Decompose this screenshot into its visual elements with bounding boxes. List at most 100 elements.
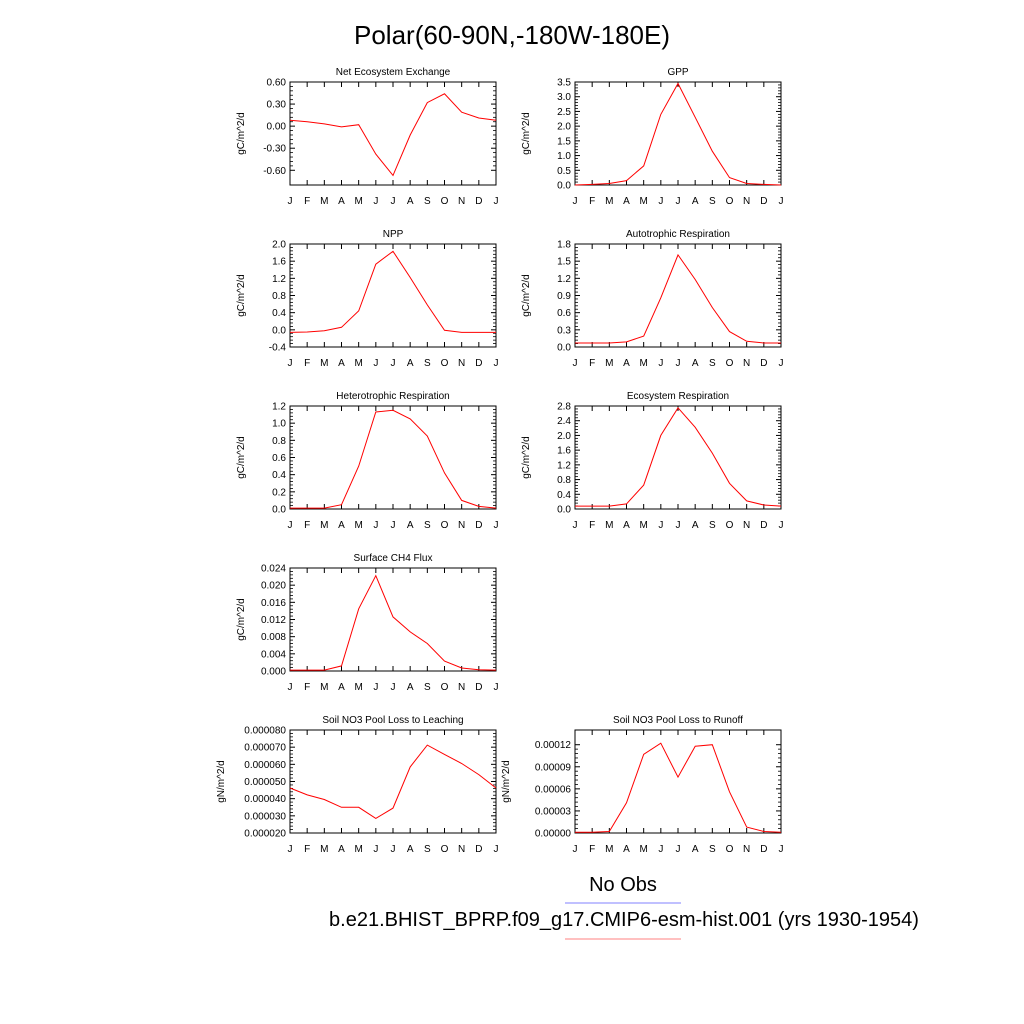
x-tick-label: M bbox=[639, 358, 647, 369]
y-tick-label: 0.4 bbox=[557, 490, 571, 501]
y-tick-label: 1.2 bbox=[557, 460, 571, 471]
y-axis-label: gN/m^2/d bbox=[216, 760, 227, 803]
y-tick-label: 2.0 bbox=[557, 431, 571, 442]
x-tick-label: J bbox=[288, 844, 293, 855]
x-tick-label: J bbox=[391, 358, 396, 369]
chart-panel: Autotrophic Respiration gC/m^2/d 1.8 1.5 1.2… bbox=[521, 229, 784, 369]
x-tick-label: A bbox=[338, 196, 345, 207]
x-tick-label: O bbox=[726, 358, 734, 369]
x-tick-label: J bbox=[676, 844, 681, 855]
y-axis-label: gC/m^2/d bbox=[236, 274, 247, 317]
x-tick-label: F bbox=[304, 196, 310, 207]
y-tick-label: 1.2 bbox=[272, 274, 286, 285]
x-tick-label: N bbox=[458, 520, 465, 531]
y-tick-label: 0.6 bbox=[272, 453, 286, 464]
y-tick-label: 1.6 bbox=[557, 446, 571, 457]
x-tick-label: A bbox=[692, 196, 699, 207]
x-tick-label: J bbox=[779, 196, 784, 207]
y-tick-label: 0.8 bbox=[272, 291, 286, 302]
x-tick-label: F bbox=[304, 844, 310, 855]
x-tick-label: M bbox=[320, 520, 328, 531]
x-tick-label: A bbox=[407, 520, 414, 531]
x-tick-label: S bbox=[709, 358, 716, 369]
x-tick-label: J bbox=[288, 196, 293, 207]
x-tick-label: S bbox=[709, 844, 716, 855]
y-axis-label: gC/m^2/d bbox=[521, 436, 532, 479]
x-tick-label: J bbox=[391, 196, 396, 207]
x-tick-label: A bbox=[407, 844, 414, 855]
chart-panel: Soil NO3 Pool Loss to Leaching gN/m^2/d 0.… bbox=[216, 715, 499, 855]
x-tick-label: J bbox=[779, 520, 784, 531]
y-tick-label: 1.5 bbox=[557, 136, 571, 147]
y-tick-label: 0.000080 bbox=[244, 726, 286, 737]
panel-title: NPP bbox=[383, 229, 404, 240]
series-line bbox=[289, 250, 496, 333]
x-tick-label: A bbox=[338, 520, 345, 531]
legend-model-label: b.e21.BHIST_BPRP.f09_g17.CMIP6-esm-hist.… bbox=[329, 909, 919, 931]
x-tick-label: D bbox=[760, 520, 767, 531]
y-tick-label: 0.004 bbox=[261, 649, 286, 660]
x-tick-label: J bbox=[494, 196, 499, 207]
x-tick-label: D bbox=[760, 358, 767, 369]
x-tick-label: O bbox=[441, 844, 449, 855]
x-tick-label: N bbox=[458, 358, 465, 369]
x-tick-label: M bbox=[320, 682, 328, 693]
series-line bbox=[290, 574, 497, 671]
plot-frame bbox=[289, 567, 497, 672]
plot-frame bbox=[574, 729, 782, 834]
y-tick-label: -0.4 bbox=[269, 343, 287, 354]
x-tick-label: O bbox=[441, 520, 449, 531]
plot-frame bbox=[574, 405, 782, 510]
y-tick-label: 0.9 bbox=[557, 291, 571, 302]
panel-title: Ecosystem Respiration bbox=[627, 391, 729, 402]
x-tick-label: M bbox=[605, 358, 613, 369]
plot-frame bbox=[574, 243, 782, 348]
x-tick-label: O bbox=[441, 682, 449, 693]
y-tick-label: 0.000020 bbox=[244, 829, 286, 840]
y-tick-label: 0.00006 bbox=[535, 784, 572, 795]
x-tick-label: S bbox=[424, 682, 431, 693]
panel-title: Soil NO3 Pool Loss to Leaching bbox=[322, 715, 463, 726]
x-tick-label: J bbox=[373, 844, 378, 855]
x-tick-label: J bbox=[391, 844, 396, 855]
y-tick-label: 0.30 bbox=[267, 100, 287, 111]
x-tick-label: M bbox=[320, 844, 328, 855]
y-tick-label: 0.024 bbox=[261, 564, 286, 575]
x-tick-label: J bbox=[676, 196, 681, 207]
y-axis-label: gC/m^2/d bbox=[521, 112, 532, 155]
panel-title: GPP bbox=[667, 67, 688, 78]
y-tick-label: 1.2 bbox=[272, 402, 286, 413]
panel-title: Autotrophic Respiration bbox=[626, 229, 730, 240]
x-tick-label: A bbox=[692, 844, 699, 855]
plot-frame bbox=[289, 81, 497, 186]
x-tick-label: N bbox=[458, 844, 465, 855]
chart-panel: Soil NO3 Pool Loss to Runoff gN/m^2/d 0.00… bbox=[501, 715, 784, 855]
x-tick-label: D bbox=[475, 682, 482, 693]
y-tick-label: 1.2 bbox=[557, 274, 571, 285]
x-tick-label: O bbox=[441, 358, 449, 369]
chart-panel: Ecosystem Respiration gC/m^2/d 2.8 2.4 2.0 1.… bbox=[521, 391, 784, 531]
y-tick-label: 0.0 bbox=[557, 505, 571, 516]
x-tick-label: J bbox=[676, 520, 681, 531]
x-tick-label: J bbox=[288, 520, 293, 531]
x-tick-label: A bbox=[338, 682, 345, 693]
x-tick-label: F bbox=[589, 196, 595, 207]
y-tick-label: 1.0 bbox=[272, 419, 286, 430]
y-tick-label: 0.4 bbox=[272, 470, 286, 481]
x-tick-label: F bbox=[589, 358, 595, 369]
x-tick-label: J bbox=[288, 358, 293, 369]
x-tick-label: S bbox=[424, 358, 431, 369]
x-tick-label: O bbox=[726, 844, 734, 855]
y-tick-label: 0.000070 bbox=[244, 743, 286, 754]
y-tick-label: -0.60 bbox=[263, 166, 286, 177]
y-tick-label: 0.60 bbox=[267, 78, 287, 89]
series-line bbox=[289, 744, 497, 819]
x-tick-label: S bbox=[424, 196, 431, 207]
plot-frame bbox=[574, 81, 782, 186]
x-tick-label: J bbox=[373, 520, 378, 531]
y-tick-label: 0.00009 bbox=[535, 762, 572, 773]
x-tick-label: M bbox=[354, 520, 362, 531]
chart-panel: Heterotrophic Respiration gC/m^2/d 1.2 1.0 0… bbox=[236, 391, 499, 531]
